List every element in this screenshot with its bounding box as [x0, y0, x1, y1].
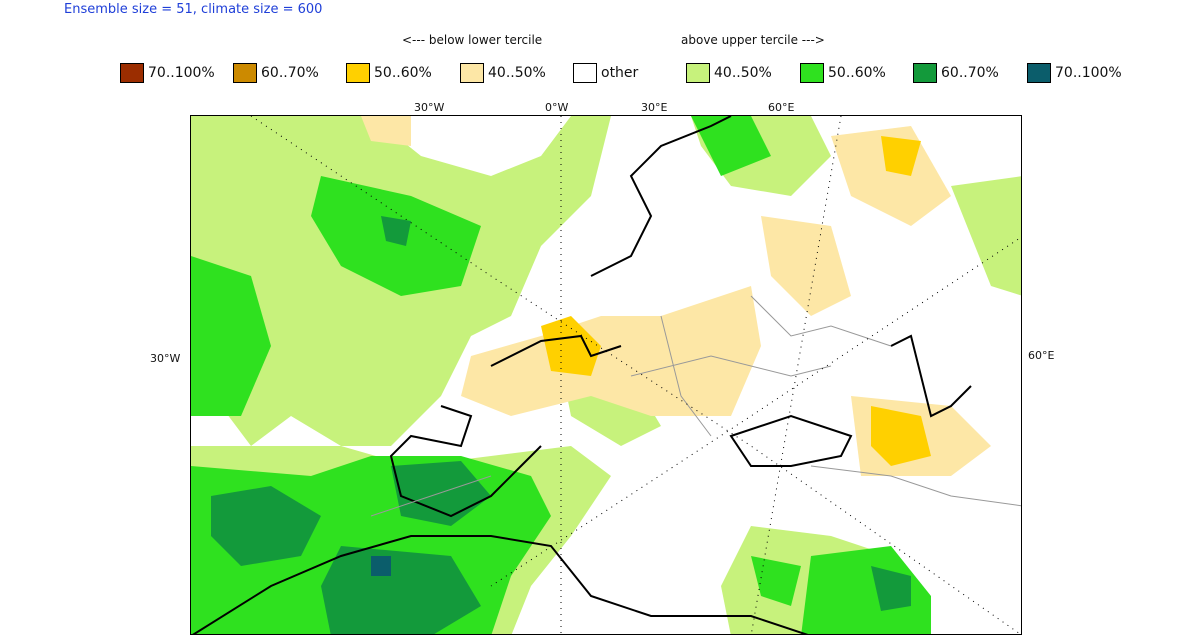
russia-below-area [761, 216, 851, 316]
tick-top-60e: 60°E [768, 101, 795, 114]
iberia-coastline [389, 405, 542, 518]
legend-label: 40..50% [714, 65, 772, 81]
atlantic-dark-green-spot [381, 216, 411, 246]
legend-below-40-50: 40..50% [460, 63, 546, 83]
legend-label: 50..60% [374, 65, 432, 81]
benelux-below-area [541, 316, 601, 376]
africa-dark-green-area [321, 546, 481, 634]
legend-label: 40..50% [488, 65, 546, 81]
north-sea-coastline [490, 334, 622, 367]
tick-top-30e: 30°E [641, 101, 668, 114]
tick-left-30w: 30°W [150, 352, 181, 365]
legend-swatch [120, 63, 144, 83]
legend: 70..100% 60..70% 50..60% 40..50% other 4… [0, 63, 1200, 87]
probability-map [191, 116, 1021, 634]
graticule [250, 116, 1021, 634]
iberia-dark-green-area [391, 461, 491, 526]
below-40-50-areas [361, 116, 991, 476]
legend-above-40-50: 40..50% [686, 63, 772, 83]
north-russia-below-area [831, 126, 951, 226]
east-above-area [951, 176, 1021, 296]
legend-swatch [800, 63, 824, 83]
legend-swatch [913, 63, 937, 83]
legend-below-50-60: 50..60% [346, 63, 432, 83]
middle-east-dark-green-area [871, 566, 911, 611]
legend-swatch [1027, 63, 1051, 83]
north-africa-coastline [192, 535, 809, 634]
legend-swatch [233, 63, 257, 83]
ensemble-size-text: Ensemble size = 51, climate size = 600 [64, 2, 323, 17]
tick-top-30w: 30°W [414, 101, 445, 114]
legend-swatch [686, 63, 710, 83]
legend-below-70-100: 70..100% [120, 63, 215, 83]
legend-above-60-70: 60..70% [913, 63, 999, 83]
north-atlantic-below-spot [361, 116, 411, 146]
below-50-60-areas [541, 136, 931, 466]
below-tercile-caption: <--- below lower tercile [402, 33, 543, 47]
legend-label: 70..100% [1055, 65, 1122, 81]
coastlines [192, 116, 972, 634]
graticule-line [490, 236, 1021, 587]
legend-label: 60..70% [941, 65, 999, 81]
legend-below-60-70: 60..70% [233, 63, 319, 83]
above-70-100-areas [371, 556, 391, 576]
legend-above-70-100: 70..100% [1027, 63, 1122, 83]
caspian-coastline [890, 334, 972, 418]
legend-swatch [460, 63, 484, 83]
legend-swatch [573, 63, 597, 83]
west-dark-green-area [211, 486, 321, 566]
central-europe-below-area [461, 286, 761, 416]
above-60-70-areas [211, 216, 911, 634]
cyprus-green-area [751, 556, 801, 606]
border-line [750, 295, 892, 347]
kola-green-area [691, 116, 771, 176]
border-line [810, 465, 1021, 507]
scandinavia-coastline [590, 116, 732, 277]
tick-top-0w: 0°W [545, 101, 569, 114]
above-tercile-caption: above upper tercile ---> [681, 33, 825, 47]
legend-label: 70..100% [148, 65, 215, 81]
middle-east-green-area [801, 546, 931, 634]
border-line [630, 355, 832, 377]
caucasus-yellow-area [871, 406, 931, 466]
border-line [370, 475, 492, 517]
black-sea-coastline [729, 414, 853, 467]
legend-above-50-60: 50..60% [800, 63, 886, 83]
legend-swatch [346, 63, 370, 83]
west-atlantic-green-area [191, 256, 271, 416]
russia-north-below-spot [881, 136, 921, 176]
tick-right-60e: 60°E [1028, 349, 1055, 362]
country-borders [370, 295, 1021, 517]
legend-label: other [601, 65, 639, 81]
graticule-line [250, 116, 1021, 634]
legend-label: 50..60% [828, 65, 886, 81]
africa-teal-spot [371, 556, 391, 576]
legend-other: other [573, 63, 638, 83]
legend-label: 60..70% [261, 65, 319, 81]
map-frame[interactable] [190, 115, 1022, 635]
border-line [660, 315, 712, 437]
